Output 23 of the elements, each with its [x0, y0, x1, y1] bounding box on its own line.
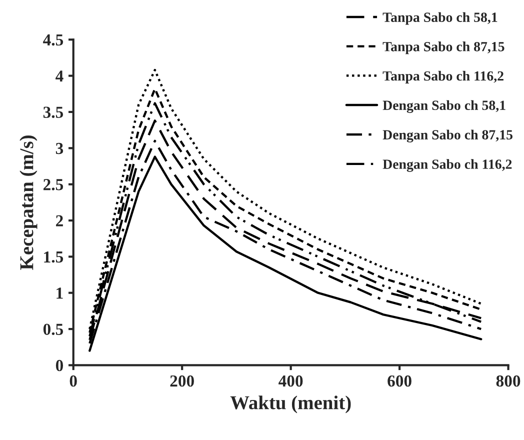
y-axis-title: Kecepatan (m/s)	[20, 135, 38, 270]
legend-label: Dengan Sabo ch 116,2	[382, 159, 512, 172]
x-tick-label: 400	[278, 375, 303, 387]
x-tick-label: 600	[388, 375, 412, 387]
y-tick-label: 2.5	[44, 179, 64, 190]
legend-label: Tanpa Sabo ch 87,15	[382, 42, 504, 54]
x-axis-title: Waktu (menit)	[230, 396, 351, 414]
legend-label: Tanpa Sabo ch 116,2	[382, 70, 504, 84]
y-tick-label: 2	[56, 215, 63, 226]
y-tick-label: 0.5	[43, 324, 64, 336]
y-tick-label: 3.5	[43, 106, 64, 118]
legend-label: Tanpa Sabo ch 58,1	[382, 12, 498, 25]
x-tick-label: 800	[496, 375, 520, 387]
legend-label: Dengan Sabo ch 87,15	[382, 130, 512, 142]
y-tick-label: 4	[56, 70, 64, 82]
y-tick-label: 3	[56, 142, 64, 154]
y-tick-label: 0	[56, 360, 63, 372]
y-tick-label: 1.5	[44, 251, 64, 263]
x-tick-label: 200	[170, 375, 194, 387]
legend-label: Dengan Sabo ch 58,1	[382, 100, 506, 113]
x-tick-label: 0	[70, 375, 77, 387]
y-tick-label: 4.5	[43, 34, 64, 46]
y-tick-label: 1	[56, 288, 63, 299]
